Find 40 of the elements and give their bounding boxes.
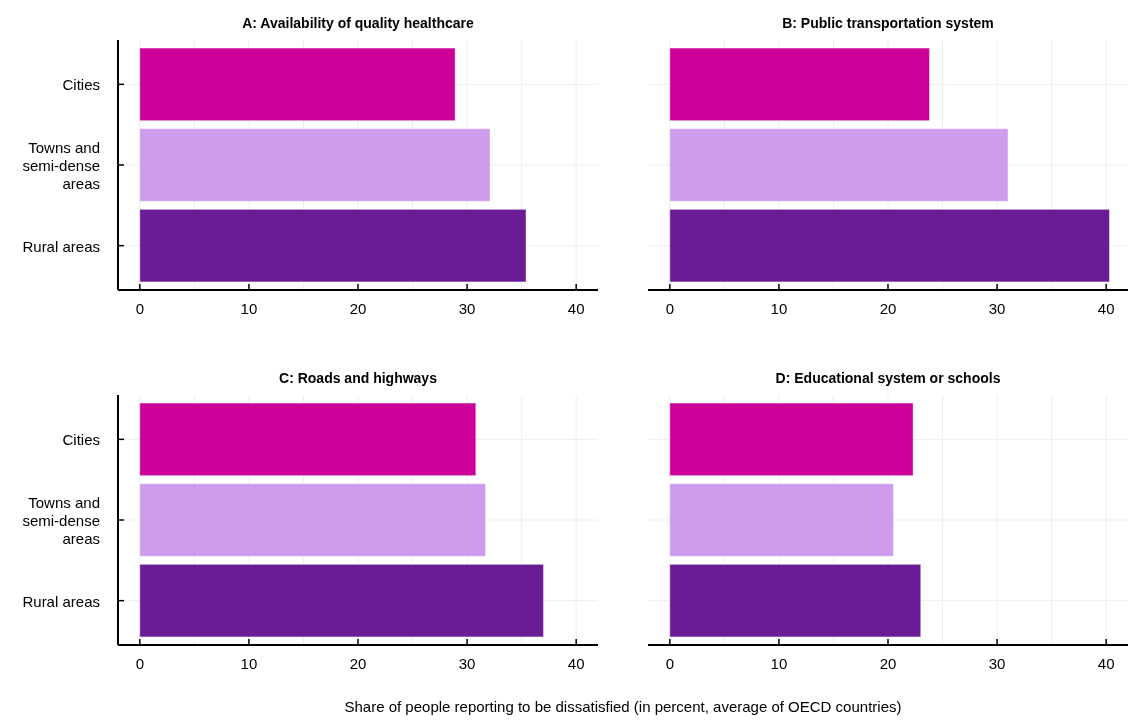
x-tick-label: 30	[988, 655, 1006, 672]
bar	[669, 128, 1009, 202]
x-tick-label: 0	[665, 655, 674, 672]
x-tick-label: 40	[567, 655, 585, 672]
x-tick-label: 40	[1097, 655, 1115, 672]
y-tick-label: Rural areas	[22, 237, 100, 255]
bar	[669, 208, 1110, 283]
bar	[139, 128, 491, 202]
x-tick-label: 10	[240, 655, 258, 672]
bar	[139, 483, 487, 557]
bar	[139, 563, 544, 638]
x-tick-label: 10	[240, 300, 258, 317]
y-tick-label: Cities	[62, 75, 100, 93]
x-tick-label: 20	[879, 300, 897, 317]
x-axis-title: Share of people reporting to be dissatisfied (in percent, average of OECD countries)	[344, 698, 902, 715]
chart-title: C: Roads and highways	[279, 370, 438, 386]
bar	[139, 402, 477, 477]
bar	[669, 47, 930, 122]
chart-title: B: Public transportation system	[782, 15, 994, 31]
x-tick-label: 10	[770, 300, 788, 317]
x-tick-label: 40	[1097, 300, 1115, 317]
bar	[139, 47, 456, 122]
y-tick-label: Rural areas	[22, 592, 100, 610]
chart-title: D: Educational system or schools	[775, 370, 1001, 386]
x-tick-label: 20	[349, 300, 367, 317]
x-tick-label: 0	[665, 300, 674, 317]
x-tick-label: 20	[349, 655, 367, 672]
x-tick-label: 30	[458, 300, 476, 317]
x-tick-label: 20	[879, 655, 897, 672]
y-tick-label: Cities	[62, 430, 100, 448]
chart-title: A: Availability of quality healthcare	[242, 15, 474, 31]
x-tick-label: 40	[567, 300, 585, 317]
x-tick-label: 0	[135, 300, 144, 317]
x-tick-label: 30	[458, 655, 476, 672]
bar	[139, 208, 527, 283]
x-tick-label: 10	[770, 655, 788, 672]
x-tick-label: 0	[135, 655, 144, 672]
y-tick-label: Towns and semi-dense areas	[22, 138, 100, 192]
x-tick-label: 30	[988, 300, 1006, 317]
y-tick-label: Towns and semi-dense areas	[22, 493, 100, 547]
